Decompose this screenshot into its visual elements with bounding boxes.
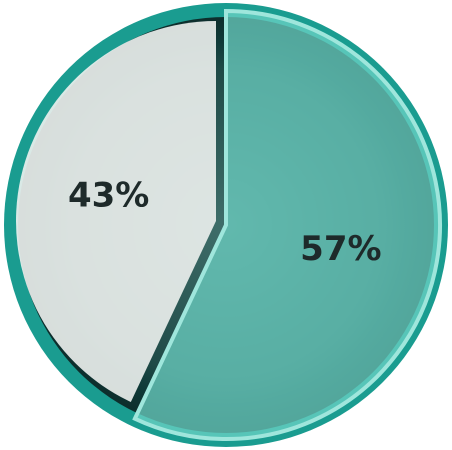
pie: 57% 43% <box>15 8 442 441</box>
value-label: 57% <box>300 229 381 269</box>
pie-slice <box>132 8 442 441</box>
value-label: 43% <box>68 176 149 216</box>
pie-slice <box>15 21 216 402</box>
